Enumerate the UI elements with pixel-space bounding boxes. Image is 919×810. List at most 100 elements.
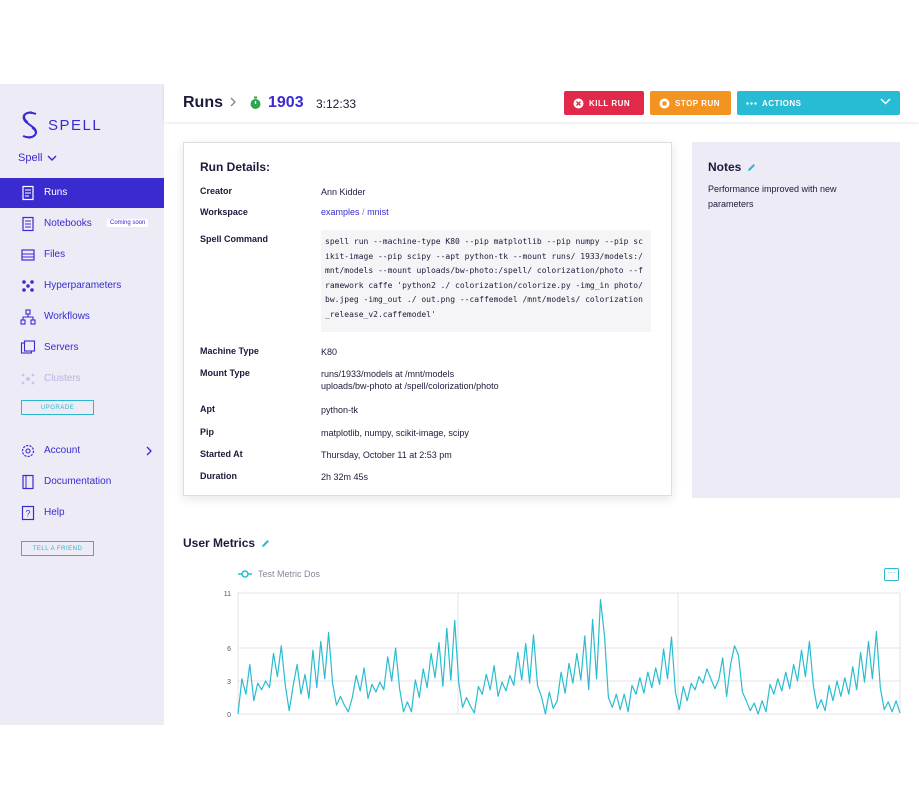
chevron-right-icon: [146, 446, 152, 456]
spell-command-label: Spell Command: [200, 234, 269, 244]
workspace-owner-link[interactable]: examples: [321, 207, 360, 217]
app-window: SPELL Spell Runs Notebooks Coming soon F…: [0, 84, 919, 725]
apt-label: Apt: [200, 404, 215, 414]
stop-run-button[interactable]: STOP RUN: [650, 91, 731, 115]
more-dots-icon: [746, 101, 757, 105]
tell-a-friend-button[interactable]: TELL A FRIEND: [21, 541, 94, 556]
duration-label: Duration: [200, 471, 237, 481]
servers-icon: [20, 340, 36, 354]
pip-value: matplotlib, numpy, scikit-image, scipy: [321, 428, 469, 438]
notes-text: Performance improved with new parameters: [708, 184, 837, 209]
chart-legend[interactable]: Test Metric Dos: [238, 569, 320, 579]
clusters-icon: [21, 373, 35, 385]
machine-type-value: K80: [321, 347, 338, 357]
series-line-test-metric-dos: [237, 599, 901, 715]
chevron-right-icon: [230, 97, 236, 107]
metric-chart: 0 3 6 11: [224, 591, 901, 719]
y-tick-label: 0: [227, 712, 231, 719]
sidebar-item-files[interactable]: Files: [0, 240, 164, 270]
kill-run-button[interactable]: KILL RUN: [564, 91, 644, 115]
actions-label: ACTIONS: [762, 98, 802, 108]
run-identifier: 1903: [249, 94, 304, 112]
workspace-label: Workspace: [200, 207, 248, 217]
sidebar-item-label: Documentation: [44, 476, 112, 487]
notes-title: Notes: [708, 160, 756, 174]
sidebar-item-label: Files: [44, 249, 66, 260]
pencil-icon[interactable]: [747, 163, 756, 172]
started-at-value: Thursday, October 11 at 2:53 pm: [321, 450, 452, 460]
coming-soon-badge: Coming soon: [107, 219, 149, 227]
gear-icon: [21, 444, 35, 458]
sidebar-item-label: Account: [44, 445, 81, 456]
duration-value: 2h 32m 45s: [321, 472, 369, 482]
sidebar-item-notebooks[interactable]: Notebooks Coming soon: [0, 209, 164, 239]
chevron-down-icon: [880, 98, 891, 105]
workflows-icon: [20, 309, 36, 325]
spell-command-block[interactable]: spell run --machine-type K80 --pip matpl…: [321, 230, 651, 332]
sidebar-item-documentation[interactable]: Documentation: [0, 467, 164, 497]
kill-run-label: KILL RUN: [589, 98, 631, 108]
stop-circle-icon: [659, 98, 670, 108]
sidebar-item-servers[interactable]: Servers: [0, 333, 164, 363]
stop-run-label: STOP RUN: [675, 98, 721, 108]
mount-value-2: uploads/bw-photo at /spell/colorization/…: [321, 381, 499, 391]
logo[interactable]: SPELL: [18, 110, 102, 140]
org-switcher[interactable]: Spell: [18, 152, 57, 164]
sidebar-item-label: Notebooks: [44, 218, 92, 229]
run-details-card: Run Details: Creator Ann Kidder Workspac…: [183, 142, 672, 496]
legend-line-marker-icon: [238, 570, 252, 578]
logo-text: SPELL: [48, 116, 103, 134]
sidebar-item-label: Help: [44, 507, 65, 518]
workspace-value: examples / mnist: [321, 206, 389, 218]
sidebar-item-runs[interactable]: Runs: [0, 178, 164, 208]
spell-logo-icon: [22, 111, 38, 139]
workspace-separator: /: [362, 207, 365, 217]
chevron-down-icon: [47, 155, 57, 161]
svg-text:?: ?: [25, 509, 30, 519]
chart-more-button[interactable]: ···: [884, 568, 899, 581]
upgrade-button[interactable]: UPGRADE: [21, 400, 94, 415]
sidebar-item-account[interactable]: Account: [0, 436, 164, 466]
sidebar-item-label: Hyperparameters: [44, 280, 122, 291]
y-tick-label: 3: [227, 679, 231, 686]
actions-dropdown[interactable]: ACTIONS: [737, 91, 900, 115]
user-metrics-title: User Metrics: [183, 536, 270, 550]
pencil-icon[interactable]: [261, 539, 270, 548]
notes-panel: Notes Performance improved with new para…: [692, 142, 900, 498]
notebooks-icon: [22, 216, 34, 232]
machine-type-label: Machine Type: [200, 346, 259, 356]
stopwatch-icon: [250, 96, 261, 109]
y-tick-label: 11: [224, 591, 231, 598]
org-name: Spell: [18, 152, 43, 164]
y-tick-label: 6: [227, 646, 231, 653]
run-id: 1903: [268, 94, 304, 111]
breadcrumb-runs[interactable]: Runs: [183, 94, 223, 111]
started-at-label: Started At: [200, 449, 243, 459]
help-icon: ?: [21, 505, 35, 521]
creator-label: Creator: [200, 186, 233, 196]
sidebar-item-hyperparameters[interactable]: Hyperparameters: [0, 271, 164, 301]
sidebar-item-label: Workflows: [44, 311, 90, 322]
sidebar-item-label: Clusters: [44, 373, 81, 384]
hyperparameters-icon: [22, 280, 34, 292]
close-circle-icon: [573, 98, 584, 108]
legend-series-name: Test Metric Dos: [258, 569, 321, 579]
sidebar-item-help[interactable]: ? Help: [0, 498, 164, 528]
workspace-repo-link[interactable]: mnist: [367, 207, 389, 217]
runs-icon: [22, 185, 34, 201]
mount-type-label: Mount Type: [200, 368, 250, 378]
sidebar-item-workflows[interactable]: Workflows: [0, 302, 164, 332]
sidebar: SPELL Spell Runs Notebooks Coming soon F…: [0, 84, 164, 725]
top-bar: Runs 1903 3:12:33 KILL RUN STOP RUN ACTI…: [164, 84, 919, 122]
apt-value: python-tk: [321, 405, 359, 415]
notes-title-text: Notes: [708, 160, 742, 174]
book-icon: [22, 474, 34, 490]
sidebar-item-label: Servers: [44, 342, 79, 353]
user-metrics-title-text: User Metrics: [183, 536, 256, 550]
run-elapsed-time: 3:12:33: [316, 97, 357, 111]
mount-value-1: runs/1933/models at /mnt/models: [321, 369, 455, 379]
files-icon: [21, 249, 35, 261]
sidebar-item-label: Runs: [44, 187, 68, 198]
creator-value: Ann Kidder: [321, 187, 366, 197]
pip-label: Pip: [200, 427, 215, 437]
